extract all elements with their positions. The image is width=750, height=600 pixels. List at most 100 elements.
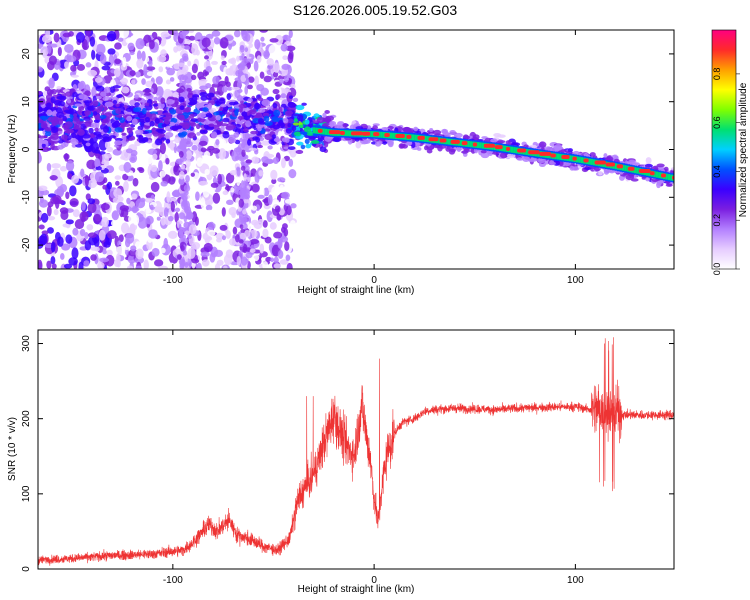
heatmap-cell bbox=[235, 146, 242, 156]
heatmap-cell bbox=[455, 147, 463, 151]
heatmap-cell bbox=[72, 209, 80, 218]
heatmap-cell bbox=[149, 111, 159, 115]
heatmap-cell bbox=[104, 140, 111, 150]
heatmap-cell bbox=[262, 260, 269, 269]
heatmap-cell bbox=[300, 144, 306, 150]
heatmap-cell bbox=[287, 52, 294, 64]
heatmap-cell bbox=[288, 168, 297, 179]
ridge-core bbox=[479, 142, 483, 149]
heatmap-cell bbox=[215, 114, 221, 121]
heatmap-cell bbox=[119, 103, 125, 107]
heatmap-cell bbox=[77, 129, 85, 136]
heatmap-cell bbox=[135, 248, 144, 260]
heatmap-cell bbox=[74, 218, 85, 230]
heatmap-cell bbox=[429, 128, 434, 132]
heatmap-cell bbox=[86, 159, 97, 170]
heatmap-cell bbox=[497, 140, 506, 144]
heatmap-cell bbox=[41, 34, 52, 44]
heatmap-cell bbox=[41, 143, 46, 148]
heatmap-cell bbox=[276, 94, 281, 99]
heatmap-cell bbox=[248, 147, 258, 151]
heatmap-cell bbox=[298, 124, 304, 129]
heatmap-cell bbox=[263, 75, 272, 83]
heatmap-cell bbox=[198, 140, 208, 147]
heatmap-cell bbox=[553, 144, 563, 151]
heatmap-cell bbox=[480, 150, 487, 154]
ridge-core bbox=[575, 156, 580, 163]
heatmap-cell bbox=[270, 169, 278, 180]
heatmap-cell bbox=[399, 143, 406, 147]
heatmap-cell bbox=[238, 103, 247, 109]
heatmap-cell bbox=[355, 126, 364, 130]
heatmap-cell bbox=[324, 135, 333, 142]
heatmap-cell bbox=[257, 97, 264, 102]
ridge-core bbox=[469, 141, 473, 148]
ridge-core bbox=[344, 130, 348, 137]
heatmap-cell bbox=[205, 204, 213, 211]
heatmap-cell bbox=[242, 246, 248, 254]
heatmap-cell bbox=[106, 249, 113, 256]
heatmap-cell bbox=[284, 110, 294, 117]
heatmap-cell bbox=[241, 138, 247, 146]
ridge-peak bbox=[373, 132, 380, 137]
heatmap-cell bbox=[102, 126, 110, 133]
heatmap-cell bbox=[159, 151, 166, 163]
heatmap-cell bbox=[160, 247, 166, 254]
heatmap-cell bbox=[195, 191, 200, 201]
heatmap-cell bbox=[38, 123, 42, 130]
heatmap-cell bbox=[218, 98, 226, 102]
heatmap-cell bbox=[273, 62, 280, 73]
heatmap-cell bbox=[213, 249, 223, 258]
ridge-core bbox=[348, 130, 353, 137]
heatmap-cell bbox=[261, 99, 271, 107]
heatmap-cell bbox=[228, 137, 237, 144]
heatmap-cell bbox=[46, 162, 52, 172]
heatmap-cell bbox=[68, 31, 74, 37]
colorbar: 0.0 0.2 0.4 0.6 0.8 Normalized spectral ampl… bbox=[711, 29, 749, 275]
heatmap-cell bbox=[236, 167, 241, 177]
heatmap-cell bbox=[285, 254, 291, 262]
heatmap-cell bbox=[84, 120, 92, 127]
heatmap-cell bbox=[107, 230, 117, 240]
heatmap-cell bbox=[237, 206, 243, 212]
heatmap-cell bbox=[273, 263, 282, 269]
heatmap-cell bbox=[257, 144, 263, 149]
ridge-peak bbox=[428, 137, 439, 142]
heatmap-cell bbox=[165, 138, 171, 144]
heatmap-cell bbox=[188, 35, 196, 41]
heatmap-cell bbox=[240, 165, 246, 171]
heatmap-cell bbox=[258, 64, 267, 72]
heatmap-cell bbox=[225, 125, 235, 131]
heatmap-cell bbox=[131, 193, 138, 200]
heatmap-cell bbox=[70, 64, 77, 72]
heatmap-cell bbox=[196, 157, 204, 167]
heatmap-cell bbox=[239, 60, 246, 71]
heatmap-cell bbox=[247, 138, 252, 146]
heatmap-cell bbox=[90, 122, 98, 128]
heatmap-cell bbox=[290, 203, 297, 209]
heatmap-cell bbox=[247, 240, 251, 246]
heatmap-cell bbox=[282, 55, 288, 61]
heatmap-cell bbox=[250, 125, 257, 129]
heatmap-cell bbox=[144, 197, 154, 203]
heatmap-cell bbox=[84, 232, 89, 240]
ridge-core bbox=[404, 133, 408, 140]
heatmap-cell bbox=[261, 140, 271, 146]
heatmap-cell bbox=[264, 133, 273, 141]
heatmap-cell bbox=[141, 78, 146, 85]
heatmap-cell bbox=[40, 140, 49, 144]
heatmap-cell bbox=[174, 101, 179, 105]
heatmap-cell bbox=[73, 113, 78, 117]
heatmap-cell bbox=[53, 32, 60, 43]
heatmap-cell bbox=[271, 186, 279, 197]
heatmap-cell bbox=[277, 238, 283, 249]
snr-series bbox=[38, 337, 674, 566]
ridge-core bbox=[447, 138, 452, 145]
heatmap-cell bbox=[84, 174, 89, 187]
heatmap-cell bbox=[257, 126, 262, 132]
heatmap-cell bbox=[127, 265, 134, 269]
heatmap-cell bbox=[254, 39, 261, 50]
heatmap-cell bbox=[322, 112, 327, 119]
heatmap-cell bbox=[67, 98, 72, 104]
heatmap-cell bbox=[97, 261, 105, 269]
